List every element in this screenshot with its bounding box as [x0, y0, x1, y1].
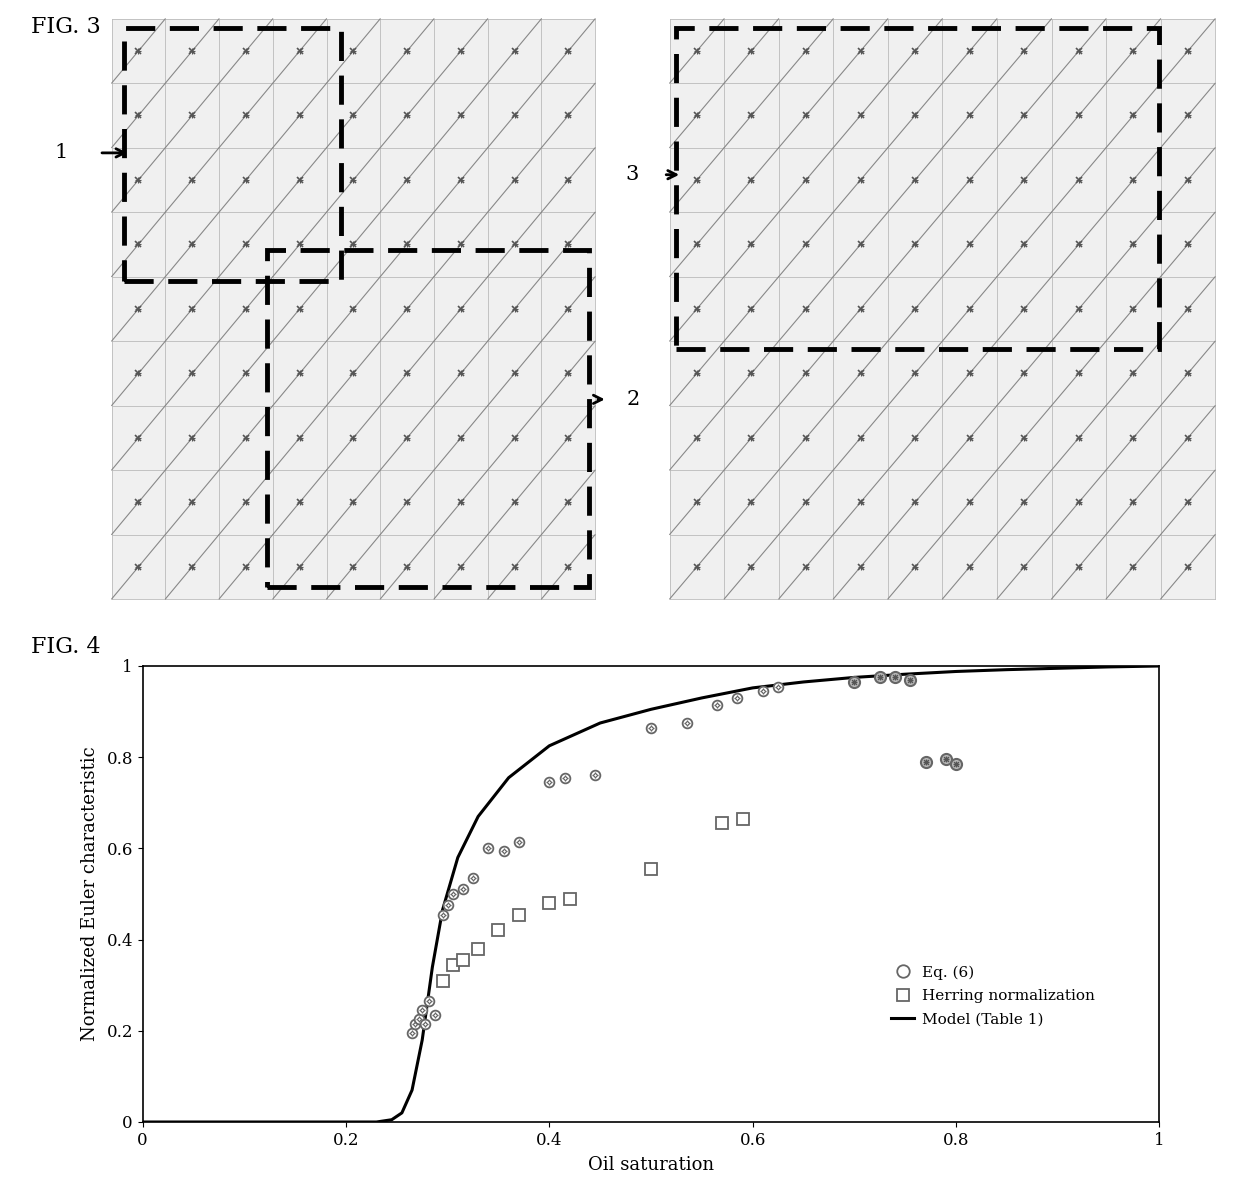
Text: 2: 2	[626, 390, 640, 409]
Text: 1: 1	[55, 143, 68, 162]
X-axis label: Oil saturation: Oil saturation	[588, 1156, 714, 1174]
Bar	[112, 19, 595, 599]
Bar	[670, 19, 1215, 599]
Text: FIG. 4: FIG. 4	[31, 636, 100, 658]
Text: FIG. 3: FIG. 3	[31, 16, 100, 37]
Text: 3: 3	[625, 166, 639, 185]
Legend: Eq. (6), Herring normalization, Model (Table 1): Eq. (6), Herring normalization, Model (T…	[885, 959, 1101, 1032]
Y-axis label: Normalized Euler characteristic: Normalized Euler characteristic	[82, 746, 99, 1042]
